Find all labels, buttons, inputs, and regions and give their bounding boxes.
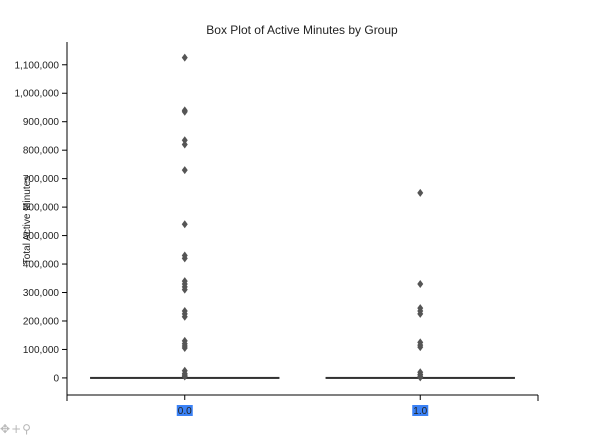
outlier-point <box>417 188 424 197</box>
box-series <box>90 53 515 382</box>
x-tick-label: 1.0 <box>413 406 427 417</box>
y-tick-label: 900,000 <box>23 117 60 128</box>
x-axis-ticks: 0.0 1.0 <box>66 395 539 417</box>
outlier-point <box>181 107 188 116</box>
add-icon[interactable]: + <box>11 422 22 436</box>
y-tick-label: 0 <box>53 373 59 384</box>
outlier-point <box>181 140 188 149</box>
y-tick-label: 600,000 <box>23 203 60 214</box>
outlier-point <box>181 285 188 294</box>
y-tick-label: 200,000 <box>23 316 60 327</box>
y-axis-label: Total Active Minutes <box>22 176 33 264</box>
x-tick-label-highlight <box>412 405 429 416</box>
plot-toolbar: ✥+⚲ <box>0 422 60 437</box>
y-tick-label: 300,000 <box>23 288 60 299</box>
x-tick-label-highlight <box>176 405 193 416</box>
y-tick-label: 100,000 <box>23 345 60 356</box>
y-tick-label: 500,000 <box>23 231 60 242</box>
outlier-point <box>417 373 424 382</box>
outlier-point <box>181 53 188 62</box>
zoom-icon[interactable]: ⚲ <box>22 422 31 436</box>
outlier-point <box>181 312 188 321</box>
outlier-point <box>181 136 188 145</box>
outlier-point <box>417 309 424 318</box>
y-tick-label: 1,000,000 <box>15 89 60 100</box>
chart-title: Box Plot of Active Minutes by Group <box>206 23 398 37</box>
outlier-point <box>181 220 188 229</box>
y-tick-label: 400,000 <box>23 260 60 271</box>
outlier-point <box>181 254 188 263</box>
box-group-1.0 <box>325 188 515 382</box>
y-axis-ticks: 0 100,000 200,000 300,000 400,000 500,000 600,… <box>15 60 67 384</box>
outlier-point <box>417 279 424 288</box>
y-tick-label: 800,000 <box>23 146 60 157</box>
outlier-point <box>181 166 188 175</box>
outlier-point <box>181 344 188 353</box>
x-tick-label: 0.0 <box>178 406 192 417</box>
outlier-point <box>181 372 188 381</box>
box-group-0.0 <box>90 53 280 381</box>
move-icon[interactable]: ✥ <box>0 422 11 436</box>
outlier-point <box>417 343 424 352</box>
y-tick-label: 1,100,000 <box>15 60 60 71</box>
y-tick-label: 700,000 <box>23 174 60 185</box>
